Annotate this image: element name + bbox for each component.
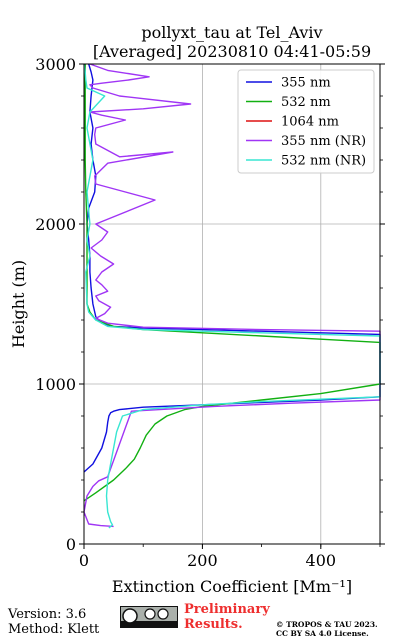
chart-title: pollyxt_tau at Tel_Aviv	[141, 23, 322, 42]
series-line-4	[83, 63, 381, 529]
legend: 355 nm 532 nm 1064 nm 355 nm (NR) 532 nm (NR…	[237, 69, 375, 174]
legend-label-0: 355 nm	[281, 76, 331, 91]
version-label: Version: 3.6	[8, 607, 87, 622]
y-tick-label: 3000	[35, 55, 76, 74]
preliminary-line-2: Results.	[184, 617, 243, 632]
axes-frame	[83, 63, 381, 545]
legend-label-1: 532 nm	[281, 95, 331, 110]
copyright-line-1: © TROPOS & TAU 2023.	[276, 620, 378, 629]
y-tick-label: 2000	[35, 215, 76, 234]
method-label: Method: Klett	[8, 622, 100, 637]
y-tick-label: 1000	[35, 375, 76, 394]
copyright-line-2: CC BY SA 4.0 License.	[276, 629, 369, 638]
x-tick-label: 0	[79, 551, 89, 570]
copyright-notice: © TROPOS & TAU 2023. CC BY SA 4.0 Licens…	[276, 620, 378, 638]
chart-subtitle: [Averaged] 20230810 04:41-05:59	[93, 42, 371, 61]
axis-ticks: 0 200 400 0 1000 2000 3000	[35, 55, 385, 570]
x-axis-label: Extinction Coefficient [Mm⁻¹]	[112, 577, 352, 596]
cc-icon	[121, 608, 177, 627]
preliminary-notice: Preliminary Results.	[184, 602, 270, 632]
y-tick-label: 0	[66, 535, 76, 554]
cc-license-badge	[120, 606, 178, 628]
x-tick-label: 400	[306, 551, 337, 570]
series-line-3	[83, 63, 381, 528]
preliminary-line-1: Preliminary	[184, 602, 270, 617]
legend-label-3: 355 nm (NR)	[281, 134, 366, 149]
extinction-profile-chart: 0 200 400 0 1000 2000 3000 pollyxt_tau at Tel_…	[9, 23, 385, 596]
legend-label-4: 532 nm (NR)	[281, 154, 366, 169]
series-line-1	[83, 64, 381, 502]
legend-box	[237, 69, 375, 174]
x-tick-label: 200	[187, 551, 218, 570]
y-axis-label: Height (m)	[9, 260, 28, 348]
legend-label-2: 1064 nm	[281, 115, 339, 130]
series-layer	[83, 63, 381, 529]
